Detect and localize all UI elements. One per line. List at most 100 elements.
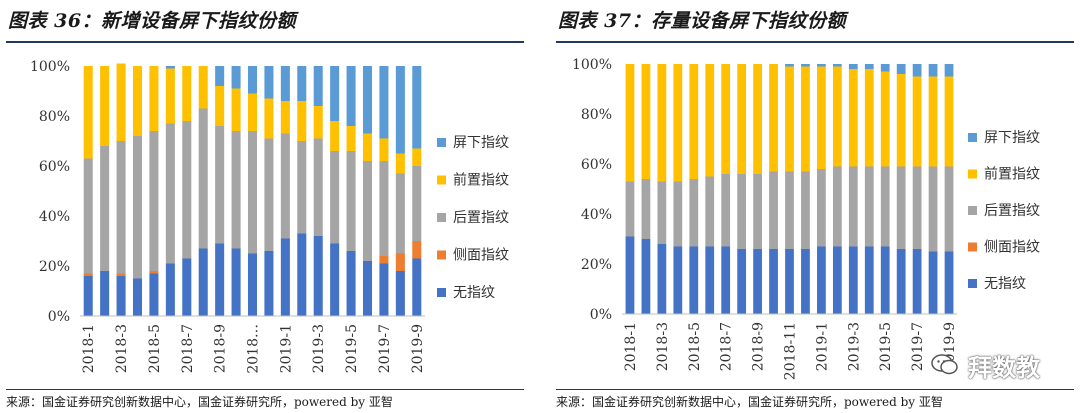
y-tick-label: 80% [39,109,70,125]
bar-segment [896,166,906,249]
bar-segment [395,66,405,154]
source-note: 来源：国金证券研究创新数据中心，国金证券研究所，powered by 亚智 [556,395,943,409]
bar-segment [912,166,922,249]
bar-segment [928,76,938,167]
bar-segment [817,66,826,169]
bar-segment [864,69,874,167]
bar-segment [832,64,842,67]
bar-segment [379,256,389,264]
bar-segment [848,64,858,69]
bar-segment [330,151,340,244]
legend-swatch [968,279,977,288]
bar-segment [100,66,110,146]
bar-segment [379,263,389,316]
bar-segment [264,138,274,251]
bar-segment [412,66,422,149]
x-tick-label: 2019-9 [410,324,426,373]
bar-segment [944,166,954,252]
legend-swatch [437,175,446,185]
bar-segment [346,151,356,251]
bar-segment [928,64,938,77]
bar-segment [297,141,307,234]
bar-segment [832,66,842,167]
bar-segment [280,101,290,134]
bar-segment [721,64,731,174]
y-tick-label: 20% [581,257,612,273]
bar-segment [182,121,192,259]
bar-segment [149,131,159,271]
bar-segment [247,93,258,131]
bar-segment [330,243,340,316]
source-divider [6,389,524,390]
y-tick-label: 100% [30,59,70,75]
y-tick-label: 80% [581,107,612,123]
bar-segment [297,101,307,141]
bar-segment [198,248,208,316]
bar-segment [395,173,405,254]
bar-segment [912,249,922,314]
bar-segment [785,64,794,67]
bar-segment [116,276,126,316]
bar-segment [379,138,389,161]
bar-segment [83,276,93,316]
legend-label: 前置指纹 [453,172,509,189]
bar-segment [801,64,810,67]
bar-segment [864,166,874,247]
bar-segment [412,148,422,166]
bar-segment [83,158,93,274]
bar-segment [280,66,290,101]
bar-segment [297,66,307,101]
x-tick-label: 2018-1 [623,322,639,371]
legend-label: 侧面指纹 [453,248,509,264]
bar-segment [100,271,110,316]
bar-segment [313,138,323,236]
bar-segment [912,76,922,167]
bar-segment [912,64,922,77]
bar-segment [769,64,778,172]
legend-label: 侧面指纹 [984,240,1040,256]
x-tick-label: 2018-9 [751,322,767,371]
bar-segment [896,74,906,167]
bar-segment [132,66,143,136]
legend-swatch [437,288,446,297]
legend-swatch [437,250,446,260]
bar-segment [215,126,225,244]
x-tick-label: 2018-11 [783,322,799,380]
bar-segment [231,88,241,131]
source-note: 来源：国金证券研究创新数据中心，国金证券研究所，powered by 亚智 [6,395,393,409]
legend-label: 后置指纹 [984,203,1040,219]
bar-segment [280,133,290,239]
legend-label: 无指纹 [453,285,495,301]
bar-segment [625,64,635,182]
bar-segment [705,176,715,247]
x-tick-label: 2019-1 [814,322,830,371]
x-tick-label: 2019-5 [344,324,360,373]
source-divider [556,389,1074,390]
bar-segment [412,166,422,241]
bar-segment [231,66,241,89]
bar-segment [198,108,208,249]
bar-segment [832,246,842,314]
bar-segment [330,121,340,151]
x-tick-label: 2018-3 [114,324,130,373]
bar-segment [832,166,842,247]
bar-segment [625,181,635,237]
bar-segment [395,253,405,271]
bar-segment [641,179,651,239]
bar-segment [313,236,323,316]
bar-segment [641,64,651,179]
bar-segment [297,233,307,316]
bar-segment [280,238,290,316]
bar-segment [721,174,731,247]
bar-segment [848,166,858,247]
bar-segment [928,251,938,314]
bar-segment [769,171,778,249]
legend-swatch [968,242,977,252]
bar-segment [379,161,389,256]
bar-segment [721,246,731,314]
x-tick-label: 2019-3 [311,324,327,373]
chart-title: 图表 36：新增设备屏下指纹份额 [8,10,297,32]
bar-segment [264,98,274,139]
legend-swatch [968,133,977,142]
x-tick-label: 2018-3 [655,322,671,371]
